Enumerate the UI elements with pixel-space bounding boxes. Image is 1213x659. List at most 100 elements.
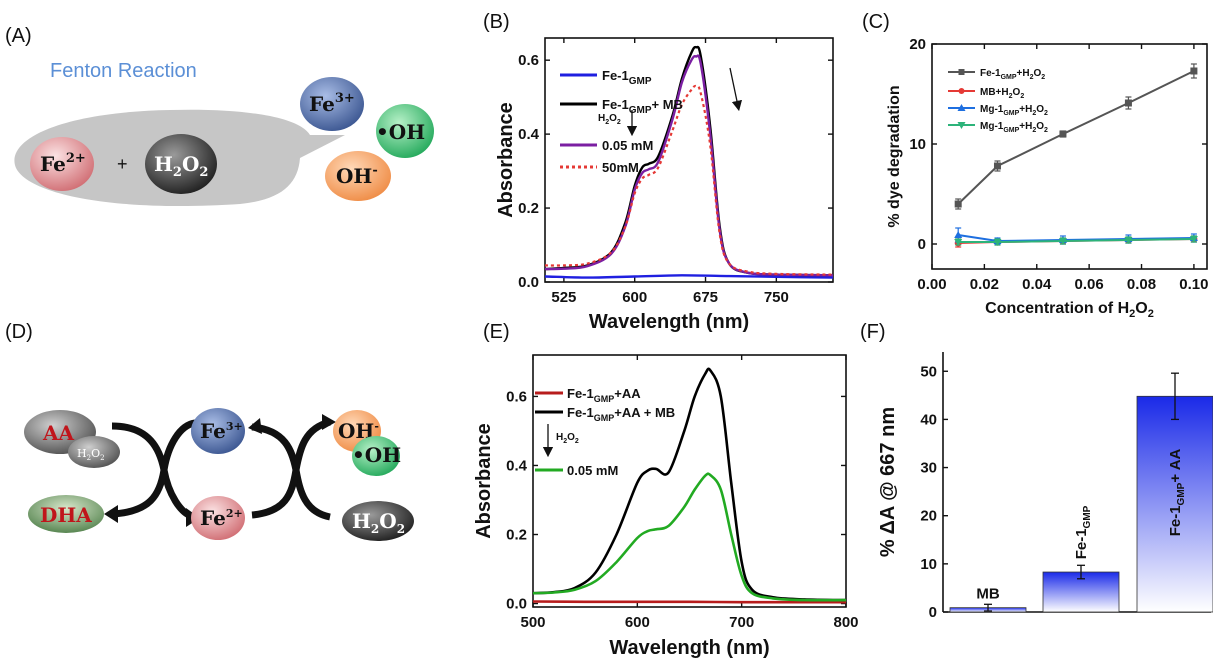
chart-e-legend-label: Fe-1GMP+AA + MB <box>567 405 675 423</box>
d-fe2-sphere <box>191 496 245 540</box>
chart-e-ytick-label: 0.6 <box>506 388 527 405</box>
chart-b-xtick-label: 525 <box>551 289 576 306</box>
fe2-ion-sphere <box>30 137 94 191</box>
chart-e-legend-label: Fe-1GMP+AA <box>567 386 641 404</box>
chart-c-point <box>1189 236 1198 243</box>
d-h2o2-label: H2O2 <box>352 509 405 536</box>
chart-c-point <box>993 162 1001 170</box>
chart-c-xtick-label: 0.08 <box>1127 276 1156 293</box>
hydroxyl-radical-sphere <box>376 104 434 158</box>
chart-b-ylabel: Absorbance <box>495 102 517 218</box>
cycle-arrowhead-4 <box>322 414 336 430</box>
chart-f-ytick-label: 10 <box>920 556 937 573</box>
chart-c-xtick-label: 0.06 <box>1075 276 1104 293</box>
chart-e-ytick-label: 0.0 <box>506 596 527 613</box>
chart-b-ytick-label: 0.4 <box>518 126 540 143</box>
h2o2-small-label: H2O2 <box>77 447 105 462</box>
cycle-arrow-1 <box>111 422 196 521</box>
d-h2o2-sphere <box>342 501 414 541</box>
aa-label: AA <box>42 421 75 445</box>
chart-e-xtick-label: 700 <box>729 614 754 631</box>
chart-f-ytick-label: 20 <box>920 508 937 525</box>
chart-c-point <box>1059 130 1067 138</box>
chart-e-xtick-label: 600 <box>625 614 650 631</box>
chart-f-bar <box>1136 395 1213 613</box>
h2o2-sphere <box>145 134 217 194</box>
chart-e-ytick-label: 0.2 <box>506 527 527 544</box>
d-fe3-sphere <box>191 408 245 454</box>
chart-e-xtick-label: 500 <box>520 614 545 631</box>
chart-b-peak-arrow <box>729 67 743 112</box>
chart-e-series-line <box>532 367 847 602</box>
chart-c-ylabel: % dye degradation <box>886 85 903 227</box>
chart-b-series-line <box>544 84 834 276</box>
chart-c-point <box>1190 67 1198 75</box>
chart-f-ytick-label: 0 <box>929 604 937 621</box>
chart-e-series-line <box>532 600 846 604</box>
chart-c-legend-marker <box>957 104 966 111</box>
chart-c-point <box>954 239 963 246</box>
d-hydroxyl-radical-label: •OH <box>352 443 401 467</box>
panel-label-b: (B) <box>483 11 510 33</box>
cycle-arrowhead-2 <box>104 505 118 523</box>
chart-b-ytick-label: 0.6 <box>518 52 539 69</box>
fe3-label: Fe3+ <box>309 91 355 116</box>
cycle-arrow-4 <box>251 418 332 519</box>
chart-f-bar: 0 10 20 30 40 50 MB Fe-1GMP Fe-1GMP+ AA % ΔA @ 66… <box>877 352 1213 621</box>
chart-e-series-line <box>532 472 847 602</box>
scheme-a-title: Fenton Reaction <box>50 60 197 82</box>
d-hydroxyl-radical-sphere <box>352 436 400 476</box>
chart-c-xtick-label: 0.02 <box>970 276 999 293</box>
chart-c-legend-marker <box>958 88 965 94</box>
chart-e-absorbance: 500 600 700 800 0.0 0.2 0.4 0.6 Fe-1GMP+AAFe-1GM… <box>473 354 859 659</box>
chart-b-xtick-label: 600 <box>622 289 647 306</box>
plus-sign: + <box>117 154 128 174</box>
chart-e-h2o2-annotation: H2O2 <box>556 432 579 445</box>
chart-c-point <box>954 200 962 208</box>
chart-f-ytick-label: 50 <box>920 363 937 380</box>
chart-f-ylabel: % ΔA @ 667 nm <box>877 407 899 557</box>
chart-c-point <box>954 231 963 238</box>
chart-c-ytick-label: 0 <box>918 236 926 253</box>
chart-c-plot-frame <box>931 43 1208 270</box>
dha-label: DHA <box>40 503 92 527</box>
chart-c-legend-label: Mg-1GMP+H2O2 <box>980 121 1048 134</box>
chart-f-ytick-label: 40 <box>920 411 937 428</box>
hydroxyl-radical-label: •OH <box>376 120 425 144</box>
d-fe3-label: Fe3+ <box>200 419 243 443</box>
chart-e-ylabel: Absorbance <box>473 423 495 539</box>
fe3-ion-sphere <box>300 77 364 131</box>
chart-f-ytick-label: 30 <box>920 460 937 477</box>
chart-b-series-line <box>544 54 834 277</box>
chart-b-legend-label: Fe-1GMP+ MB <box>602 97 683 116</box>
cycle-arrow-2 <box>111 419 196 518</box>
chart-c-degradation: 0.00 0.02 0.04 0.06 0.08 0.10 0 10 20 Fe-1GMP+H2O… <box>886 36 1209 320</box>
chart-c-legend-marker <box>958 69 965 75</box>
chart-b-absorbance: 525 600 675 750 0.0 0.2 0.4 0.6 Fe-1GMP Fe-1GMP+ … <box>495 37 834 333</box>
panel-label-f: (F) <box>860 321 886 343</box>
chart-b-h2o2-annotation: H2O2 <box>598 113 621 126</box>
chart-c-xlabel: Concentration of H2O2 <box>985 300 1154 320</box>
chart-b-xlabel: Wavelength (nm) <box>589 311 749 333</box>
chart-c-point <box>1058 238 1067 245</box>
chart-c-point <box>1124 237 1133 244</box>
hydroxide-label: OH- <box>336 163 378 188</box>
chart-e-xtick-label: 800 <box>833 614 858 631</box>
chart-c-legend-label: Mg-1GMP+H2O2 <box>980 104 1048 117</box>
chart-e-xlabel: Wavelength (nm) <box>609 637 769 659</box>
dha-sphere <box>28 495 104 533</box>
chart-c-point <box>1124 99 1132 107</box>
d-hydroxide-label: OH- <box>338 419 379 443</box>
chart-c-xtick-label: 0.00 <box>917 276 946 293</box>
chart-c-xtick-label: 0.04 <box>1022 276 1052 293</box>
chart-b-legend-label: 50mM <box>602 160 639 175</box>
chart-e-legend-label: 0.05 mM <box>567 463 618 478</box>
cycle-arrowhead-3 <box>248 418 262 434</box>
chart-f-category-label: Fe-1GMP <box>1073 505 1093 559</box>
chart-b-xtick-label: 675 <box>693 289 718 306</box>
panel-label-e: (E) <box>483 321 510 343</box>
scheme-d-cycle: AA H2O2 DHA Fe3+ Fe2+ OH- •OH H2O2 <box>24 408 414 541</box>
chart-b-plot-frame <box>544 37 834 283</box>
chart-c-ytick-label: 10 <box>909 136 926 153</box>
